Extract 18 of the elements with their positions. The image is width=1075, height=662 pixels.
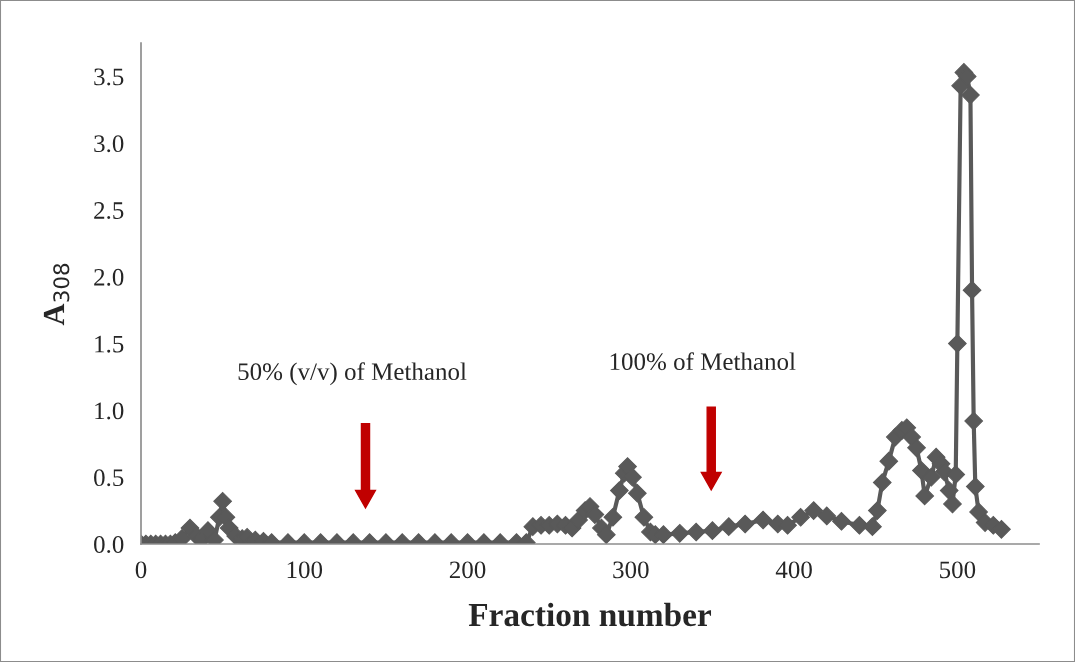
x-axis-title: Fraction number [468,602,712,627]
annotation: 50% (v/v) of Methanol [238,362,467,386]
y-tick-label: 0.0 [94,536,124,554]
y-tick-label: 2.5 [94,202,124,220]
y-tick-label: 3.0 [94,135,124,153]
x-tick-label: 400 [775,561,812,579]
y-tick-label: 0.5 [94,469,124,487]
annotation: 100% of Methanol [610,352,796,371]
y-tick-label: 1.5 [95,335,124,353]
x-tick-label: 200 [449,561,486,579]
y-tick-label: 3.5 [94,68,124,86]
x-tick-label: 100 [287,561,323,579]
x-tick-label: 500 [940,561,976,579]
y-tick-label: 2.0 [94,268,124,286]
x-tick-label: 0 [135,561,147,579]
y-tick-label: 1.0 [95,402,124,420]
x-tick-label: 300 [613,561,649,579]
y-axis-title: A$_{308}$ [43,263,70,326]
